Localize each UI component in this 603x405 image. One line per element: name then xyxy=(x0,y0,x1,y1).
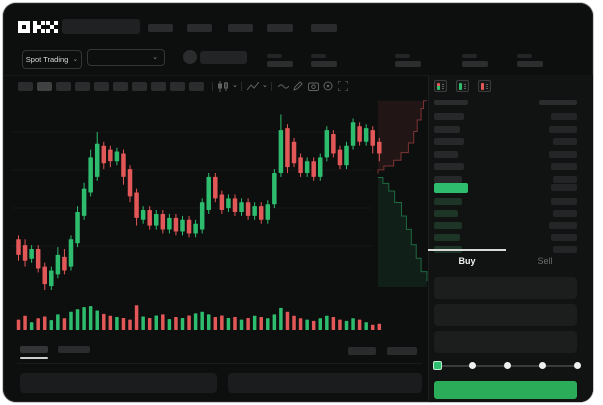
ticker-stat-value xyxy=(395,61,421,67)
ask-row-price[interactable] xyxy=(434,125,460,133)
timeframe-button[interactable] xyxy=(170,82,185,91)
slider-handle[interactable] xyxy=(433,361,442,370)
chart-canvas[interactable] xyxy=(10,92,430,344)
timeframe-button[interactable] xyxy=(94,82,109,91)
ask-row-price[interactable] xyxy=(434,175,462,183)
ask-row-amount[interactable] xyxy=(553,138,577,145)
ask-row-amount[interactable] xyxy=(551,163,577,170)
pair-name-placeholder xyxy=(200,51,247,64)
ticker-stat-label xyxy=(462,54,477,58)
timeframe-button[interactable] xyxy=(75,82,90,91)
chevron-down-icon[interactable]: ⌄ xyxy=(232,82,238,89)
chevron-down-icon[interactable]: ⌄ xyxy=(262,82,268,89)
orderbook-view-bids-icon[interactable] xyxy=(456,80,469,92)
ticker-stat-label xyxy=(267,54,282,58)
bid-row-amount[interactable] xyxy=(551,234,577,241)
bid-row-amount[interactable] xyxy=(553,210,577,217)
ask-row-price[interactable] xyxy=(434,150,458,158)
ask-row-price[interactable] xyxy=(434,138,464,145)
orderbook-view-both-icon[interactable] xyxy=(434,80,447,92)
ticker-stat-value xyxy=(517,61,543,67)
fullscreen-icon[interactable] xyxy=(338,81,348,91)
ask-row-price[interactable] xyxy=(434,113,464,120)
bottom-tab[interactable] xyxy=(58,346,90,353)
okx-app-window: Spot Trading ⌄ ⌄ ⌄ ⌄ xyxy=(3,3,593,402)
timeframe-button[interactable] xyxy=(189,82,204,91)
last-price-bar[interactable] xyxy=(434,183,468,193)
bottom-panel xyxy=(228,373,422,393)
ticker-stat-value xyxy=(311,61,337,67)
slider-stop[interactable] xyxy=(539,362,546,369)
order-total-input[interactable] xyxy=(434,331,577,353)
bid-row-price[interactable] xyxy=(434,234,460,241)
draw-tool-icon[interactable] xyxy=(293,81,303,91)
nav-item-placeholder[interactable] xyxy=(311,24,337,32)
indicators-icon[interactable] xyxy=(247,82,259,91)
ticker-stat-label xyxy=(395,54,410,58)
bid-row-price[interactable] xyxy=(434,222,462,229)
bid-row-amount[interactable] xyxy=(549,222,577,229)
chevron-down-icon: ⌄ xyxy=(72,56,79,63)
bottom-action-button[interactable] xyxy=(387,347,417,355)
screenshot-icon[interactable] xyxy=(308,81,319,91)
settings-icon[interactable] xyxy=(323,81,333,91)
search-input[interactable] xyxy=(62,19,140,34)
bottom-panel xyxy=(20,373,217,393)
timeframe-button[interactable] xyxy=(37,82,52,91)
bottom-tab-active[interactable] xyxy=(20,346,48,353)
candle-type-icon[interactable] xyxy=(217,81,229,92)
bottom-action-button[interactable] xyxy=(348,347,376,355)
ask-row-amount[interactable] xyxy=(549,125,577,133)
nav-item-placeholder[interactable] xyxy=(228,24,253,32)
buy-submit-button[interactable] xyxy=(434,381,577,399)
slider-stop[interactable] xyxy=(574,362,581,369)
coin-icon xyxy=(183,50,197,64)
ask-row-amount[interactable] xyxy=(549,150,577,158)
nav-item-placeholder[interactable] xyxy=(187,24,212,32)
buy-tab-indicator xyxy=(428,249,506,251)
chevron-down-icon: ⌄ xyxy=(152,54,158,61)
timeframe-button[interactable] xyxy=(18,82,33,91)
sell-tab-label: Sell xyxy=(537,256,553,266)
bid-row-amount[interactable] xyxy=(553,246,577,253)
timeframe-button[interactable] xyxy=(56,82,71,91)
market-type-button[interactable]: Spot Trading ⌄ xyxy=(22,50,82,69)
ticker-stat-label xyxy=(517,54,532,58)
line-tool-icon[interactable] xyxy=(278,83,289,90)
ticker-stat-value xyxy=(267,61,293,67)
nav-item-placeholder[interactable] xyxy=(148,24,173,32)
timeframe-button[interactable] xyxy=(132,82,147,91)
buy-tab-label: Buy xyxy=(458,256,476,266)
bottom-tab-indicator xyxy=(20,357,48,359)
market-type-label: Spot Trading xyxy=(25,55,69,64)
order-amount-input[interactable] xyxy=(434,304,577,326)
ticker-stat-value xyxy=(462,61,488,67)
ob-col-header-price xyxy=(434,100,468,105)
ask-row-amount[interactable] xyxy=(551,113,577,120)
ob-col-header-amount xyxy=(539,100,577,105)
bid-row-price[interactable] xyxy=(434,198,462,205)
ask-row-price[interactable] xyxy=(434,163,464,170)
slider-stop[interactable] xyxy=(504,362,511,369)
bid-row-amount[interactable] xyxy=(551,198,577,205)
ticker-stat-label xyxy=(311,54,326,58)
tab-buy[interactable]: Buy xyxy=(428,251,506,271)
order-price-input[interactable] xyxy=(434,277,577,299)
pair-select[interactable]: ⌄ xyxy=(87,49,165,66)
nav-item-placeholder[interactable] xyxy=(267,24,293,32)
last-price-amount xyxy=(551,184,577,191)
timeframe-button[interactable] xyxy=(113,82,128,91)
slider-stop[interactable] xyxy=(469,362,476,369)
okx-logo[interactable] xyxy=(18,20,58,34)
timeframe-button[interactable] xyxy=(151,82,166,91)
tab-sell[interactable]: Sell xyxy=(506,251,584,271)
orderbook-view-asks-icon[interactable] xyxy=(478,80,491,92)
ask-row-amount[interactable] xyxy=(553,175,577,183)
bid-row-price[interactable] xyxy=(434,210,458,217)
